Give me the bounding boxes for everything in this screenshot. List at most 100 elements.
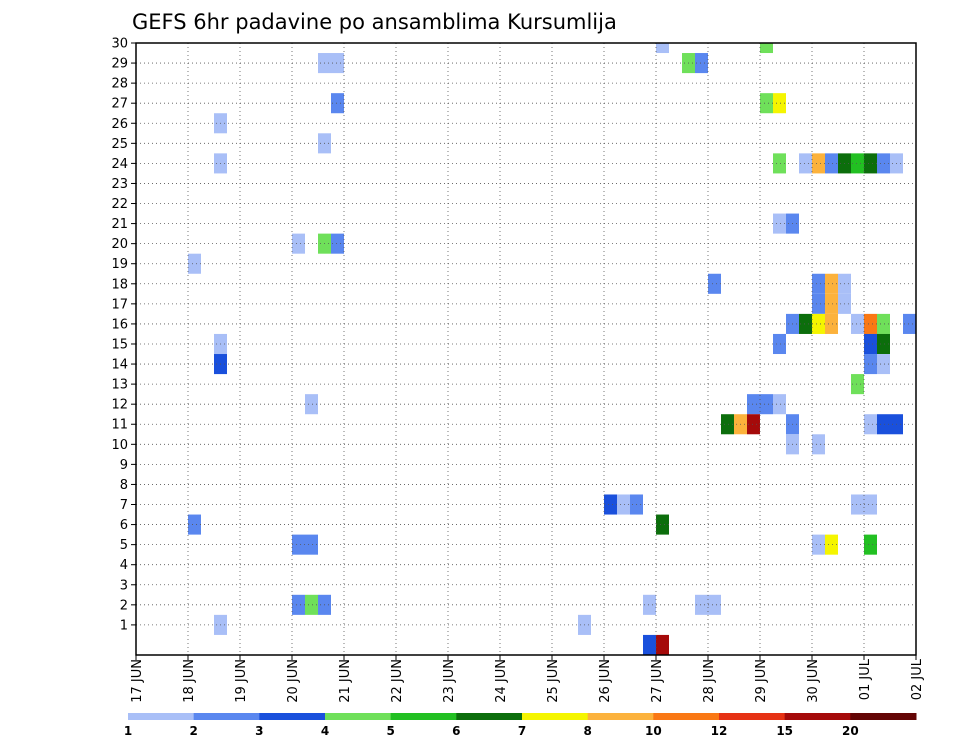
colorbar-swatch (653, 713, 720, 720)
y-tick-label: 15 (111, 337, 128, 352)
colorbar-swatch (259, 713, 326, 720)
heatmap-cell (617, 494, 630, 515)
heatmap-cell (877, 414, 890, 435)
heatmap-cell (864, 494, 877, 515)
heatmap-cell (877, 333, 890, 355)
heatmap-cell (825, 534, 838, 555)
y-tick-label: 18 (111, 277, 128, 292)
colorbar-swatch (587, 713, 654, 720)
heatmap-cell (305, 594, 318, 615)
heatmap-cell (812, 293, 825, 314)
heatmap-cell (851, 313, 864, 334)
heatmap-cell (760, 394, 773, 415)
heatmap-cell (825, 153, 838, 174)
colorbar-swatch (719, 713, 786, 720)
heatmap-cell (812, 434, 825, 455)
y-tick-label: 23 (111, 177, 128, 192)
heatmap-cell (903, 313, 916, 334)
heatmap-cell (708, 594, 721, 615)
y-tick-label: 8 (120, 478, 128, 493)
colorbar-label: 2 (189, 724, 197, 738)
y-tick-label: 20 (111, 237, 128, 252)
heatmap-cell (773, 333, 786, 355)
heatmap-cell (864, 153, 877, 174)
chart-title: GEFS 6hr padavine po ansamblima Kursumli… (132, 10, 617, 34)
heatmap-cell (864, 313, 877, 334)
y-tick-label: 13 (111, 378, 128, 393)
x-tick-label: 21 JUN (338, 659, 353, 703)
y-tick-label: 21 (111, 217, 128, 232)
x-tick-label: 22 JUN (390, 659, 405, 703)
y-tick-label: 10 (111, 438, 128, 453)
heatmap-cell (656, 634, 669, 655)
y-tick-label: 30 (111, 37, 128, 52)
y-tick-label: 19 (111, 257, 128, 272)
heatmap-cell (292, 594, 305, 615)
x-tick-label: 30 JUN (806, 659, 821, 703)
colorbar-label: 1 (124, 724, 132, 738)
y-tick-label: 29 (111, 57, 128, 72)
heatmap-cell (760, 93, 773, 114)
heatmap-cell (747, 394, 760, 415)
y-tick-label: 1 (120, 618, 128, 633)
y-tick-label: 2 (120, 598, 128, 613)
heatmap-cell (877, 313, 890, 334)
y-tick-label: 9 (120, 458, 128, 473)
colorbar-label: 4 (321, 724, 329, 738)
x-tick-label: 18 JUN (182, 659, 197, 703)
plot-frame (135, 42, 917, 656)
heatmap-cell (851, 374, 864, 395)
colorbar-label: 20 (842, 724, 859, 738)
y-tick-label: 14 (111, 358, 128, 373)
y-tick-label: 17 (111, 297, 128, 312)
heatmap-cell (331, 53, 344, 74)
heatmap-cell (695, 594, 708, 615)
colorbar-legend: 1 2 3 4 5 6 7 8 10 12 15 20 (124, 713, 917, 738)
heatmap-cell (825, 293, 838, 314)
colorbar-swatch (128, 713, 195, 720)
x-axis: 17 JUN 18 JUN 19 JUN 20 JUN 21 JUN 22 JUN 23 J… (130, 655, 925, 703)
heatmap-cell (864, 333, 877, 355)
y-tick-label: 11 (111, 418, 128, 433)
heatmap-cell (851, 153, 864, 174)
heatmap-cell (747, 414, 760, 435)
y-tick-label: 27 (111, 97, 128, 112)
x-tick-label: 29 JUN (754, 659, 769, 703)
x-tick-label: 01 JUL (858, 658, 873, 700)
colorbar-swatch (850, 713, 917, 720)
colorbar-label: 6 (452, 724, 460, 738)
x-tick-label: 20 JUN (286, 659, 301, 703)
grid-lines (136, 42, 916, 655)
heatmap-cell (292, 534, 305, 555)
x-tick-label: 27 JUN (650, 659, 665, 703)
heatmap-cell (812, 153, 825, 174)
y-tick-label: 7 (120, 498, 128, 513)
x-tick-label: 24 JUN (494, 659, 509, 703)
heatmap-cell (604, 494, 617, 515)
heatmap-cell (305, 534, 318, 555)
heatmap-cell (799, 153, 812, 174)
heatmap-cell (773, 93, 786, 114)
y-tick-label: 6 (120, 518, 128, 533)
colorbar-label: 15 (776, 724, 793, 738)
heatmap-cell (331, 93, 344, 114)
heatmap-cell (292, 233, 305, 254)
heatmap-cell (812, 273, 825, 294)
heatmap-cell (877, 153, 890, 174)
x-tick-label: 02 JUL (910, 658, 925, 700)
heatmap-cell (305, 394, 318, 415)
x-tick-label: 26 JUN (598, 659, 613, 703)
colorbar-swatch (456, 713, 523, 720)
x-tick-label: 25 JUN (546, 659, 561, 703)
y-tick-label: 16 (111, 317, 128, 332)
heatmap-cell (864, 354, 877, 375)
heatmap-cell (864, 414, 877, 435)
colorbar-swatch (325, 713, 392, 720)
x-tick-label: 23 JUN (442, 659, 457, 703)
colorbar-label: 7 (518, 724, 526, 738)
heatmap-cell (825, 313, 838, 334)
heatmap-cell (188, 253, 201, 274)
heatmap-cell (721, 414, 734, 435)
colorbar-label: 12 (711, 724, 728, 738)
